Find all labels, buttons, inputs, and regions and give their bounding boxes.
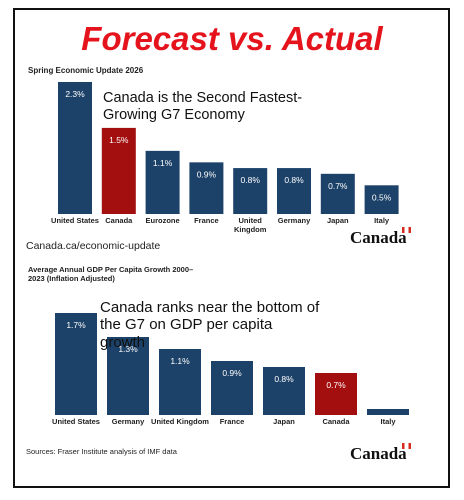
value-label: 1.5%	[109, 135, 129, 145]
bar	[107, 337, 149, 415]
value-label: 0.7%	[326, 380, 346, 390]
bar	[233, 168, 268, 214]
x-tick-label: Germany	[111, 417, 145, 426]
wordmark: Canada	[350, 228, 407, 247]
bar	[58, 81, 92, 214]
value-label: 0.5%	[372, 192, 392, 202]
value-label: 0.8%	[284, 175, 304, 185]
value-label: 0.9%	[222, 368, 242, 378]
x-tick-label: Japan	[326, 216, 349, 225]
x-tick-label: Canada	[105, 216, 133, 225]
value-label: 1.1%	[153, 158, 173, 168]
bar	[145, 150, 180, 214]
x-tick-label: United Kingdom	[151, 417, 209, 426]
value-label: 1.3%	[118, 344, 138, 354]
chart-subtitle: Average Annual GDP Per Capita Growth 200…	[28, 265, 194, 283]
x-tick-label: France	[194, 216, 219, 225]
bar	[315, 373, 357, 415]
x-tick-label: United States	[52, 417, 100, 426]
x-tick-label: United Kingdom	[233, 216, 267, 234]
bar	[55, 313, 97, 415]
bar	[159, 349, 201, 415]
bar	[364, 185, 399, 214]
footer-text: Sources: Fraser Institute analysis of IM…	[26, 447, 177, 456]
page-title: Forecast vs. Actual	[81, 20, 383, 57]
footer-text: Canada.ca/economic-update	[26, 240, 161, 252]
bar	[277, 168, 311, 214]
x-tick-label: Canada	[322, 417, 350, 426]
bar	[211, 361, 253, 415]
bar	[189, 162, 224, 214]
x-tick-label: United States	[51, 216, 99, 225]
chart-heading: Canada is the Second Fastest-Growing G7 …	[103, 90, 303, 123]
chart-heading: Canada ranks near the bottom of the G7 o…	[100, 299, 320, 351]
value-label: 2.3%	[65, 89, 85, 99]
value-label: 0.8%	[241, 175, 261, 185]
x-tick-label: Italy	[380, 417, 396, 426]
x-tick-label: Japan	[273, 417, 295, 426]
bar	[101, 127, 136, 214]
wordmark: Canada	[350, 444, 407, 463]
flag-center	[404, 443, 409, 449]
value-label: 0.7%	[328, 181, 348, 191]
value-label: 0.8%	[274, 374, 294, 384]
frame	[13, 8, 450, 488]
x-tick-label: Italy	[374, 216, 390, 225]
bar	[367, 409, 409, 415]
bar	[263, 367, 305, 415]
x-tick-label: Germany	[277, 216, 311, 225]
x-tick-label: Eurozone	[145, 216, 180, 225]
bar	[320, 173, 355, 214]
value-label: 0.9%	[197, 169, 217, 179]
chart-subtitle: Spring Economic Update 2026	[28, 66, 144, 75]
value-label: 1.7%	[66, 320, 86, 330]
x-tick-label: France	[219, 417, 245, 426]
value-label: 1.1%	[170, 356, 190, 366]
flag-center	[404, 227, 409, 233]
value-label: 0.1%	[378, 416, 398, 426]
